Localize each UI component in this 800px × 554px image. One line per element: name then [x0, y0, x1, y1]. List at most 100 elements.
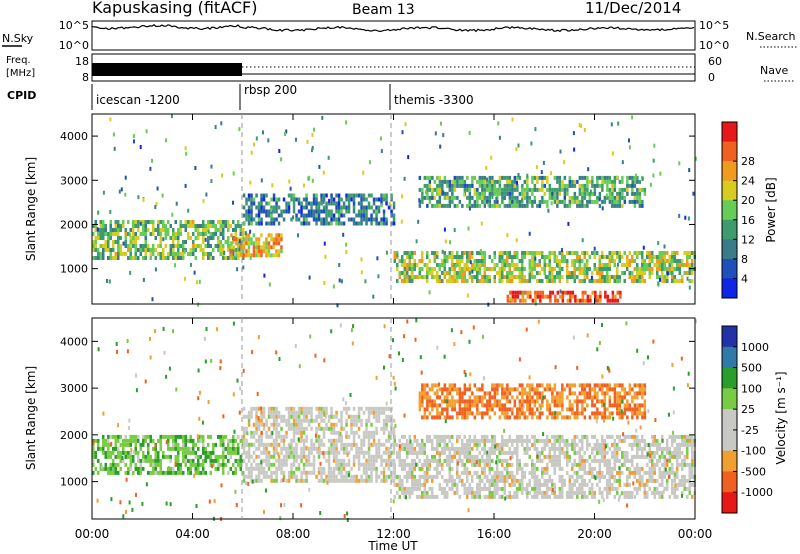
heatmap-cell [458, 450, 461, 455]
heatmap-cell [250, 213, 253, 218]
heatmap-cell [149, 166, 152, 171]
heatmap-cell [393, 442, 396, 447]
heatmap-cell [503, 267, 506, 271]
heatmap-cell [561, 267, 564, 271]
heatmap-cell [641, 176, 644, 181]
heatmap-cell [608, 267, 611, 271]
heatmap-cell [476, 179, 479, 184]
heatmap-cell [638, 191, 642, 196]
heatmap-cell [159, 240, 162, 244]
heatmap-cell [433, 415, 437, 420]
heatmap-cell [536, 478, 539, 483]
heatmap-cell [496, 482, 499, 487]
heatmap-cell [418, 486, 421, 491]
heatmap-cell [511, 271, 514, 275]
heatmap-cell [546, 175, 549, 180]
heatmap-cell [393, 259, 396, 263]
heatmap-cell [493, 474, 496, 479]
heatmap-cell [302, 470, 306, 475]
heatmap-cell [122, 252, 125, 256]
heatmap-cell [443, 387, 447, 392]
heatmap-cell [330, 474, 333, 479]
heatmap-cell [518, 267, 521, 271]
heatmap-cell [172, 442, 175, 447]
heatmap-cell [481, 199, 484, 204]
heatmap-cell [172, 252, 175, 256]
heatmap-cell [653, 450, 656, 455]
heatmap-cell [300, 426, 303, 431]
heatmap-cell [129, 450, 132, 455]
heatmap-cell [671, 434, 674, 439]
heatmap-cell [631, 175, 634, 180]
heatmap-cell [501, 407, 504, 412]
heatmap-cell [174, 446, 177, 451]
heatmap-cell [606, 294, 610, 299]
heatmap-cell [234, 438, 237, 443]
heatmap-cell [468, 255, 471, 259]
heatmap-cell [621, 203, 624, 208]
heatmap-cell [382, 450, 386, 455]
heatmap-cell [129, 454, 132, 459]
heatmap-cell [232, 248, 235, 252]
heatmap-cell [182, 450, 185, 455]
heatmap-cell [583, 482, 586, 487]
heatmap-cell [473, 203, 477, 208]
heatmap-cell [568, 454, 571, 459]
heatmap-cell [403, 267, 406, 271]
heatmap-cell [451, 199, 454, 204]
heatmap-cell [453, 267, 456, 271]
heatmap-cell [327, 462, 331, 467]
heatmap-cell [192, 442, 195, 447]
heatmap-cell [516, 454, 519, 459]
heatmap-cell [380, 193, 383, 198]
heatmap-cell [119, 228, 122, 232]
heatmap-cell [511, 298, 515, 303]
heatmap-cell [312, 458, 316, 463]
heatmap-cell [179, 462, 182, 467]
heatmap-cell [536, 271, 539, 275]
heatmap-cell [423, 415, 427, 420]
heatmap-cell [518, 279, 521, 283]
heatmap-cell [441, 411, 444, 416]
heatmap-cell [633, 259, 636, 263]
heatmap-cell [247, 197, 251, 202]
heatmap-cell [272, 438, 276, 443]
heatmap-cell [112, 256, 115, 260]
heatmap-cell [104, 240, 107, 244]
heatmap-cell [691, 434, 694, 439]
heatmap-cell [245, 197, 248, 202]
heatmap-cell [546, 203, 549, 208]
heatmap-cell [330, 197, 333, 202]
heatmap-cell [473, 462, 476, 467]
heatmap-cell [491, 395, 494, 400]
heatmap-cell [192, 450, 195, 455]
heatmap-cell [357, 414, 361, 419]
heatmap-cell [515, 238, 518, 243]
heatmap-cell [596, 442, 599, 447]
heatmap-cell [433, 267, 436, 271]
heatmap-cell [137, 228, 140, 232]
heatmap-cell [543, 183, 547, 188]
heatmap-cell [496, 454, 499, 459]
heatmap-cell [172, 232, 175, 236]
heatmap-cell [634, 173, 637, 178]
heatmap-cell [546, 294, 550, 299]
heatmap-cell [436, 251, 439, 255]
heatmap-cell [92, 446, 95, 451]
heatmap-cell [528, 387, 532, 392]
heatmap-cell [588, 195, 592, 200]
heatmap-cell [227, 220, 230, 224]
heatmap-cell [458, 395, 462, 400]
heatmap-cell [132, 434, 135, 439]
heatmap-cell [471, 179, 474, 184]
heatmap-cell [683, 438, 686, 443]
heatmap-cell [355, 478, 358, 483]
heatmap-cell [370, 217, 373, 222]
heatmap-cell [247, 253, 251, 258]
heatmap-cell [543, 446, 546, 451]
heatmap-cell [631, 470, 634, 475]
heatmap-cell [380, 454, 383, 459]
heatmap-cell [119, 236, 122, 240]
heatmap-cell [516, 395, 519, 400]
